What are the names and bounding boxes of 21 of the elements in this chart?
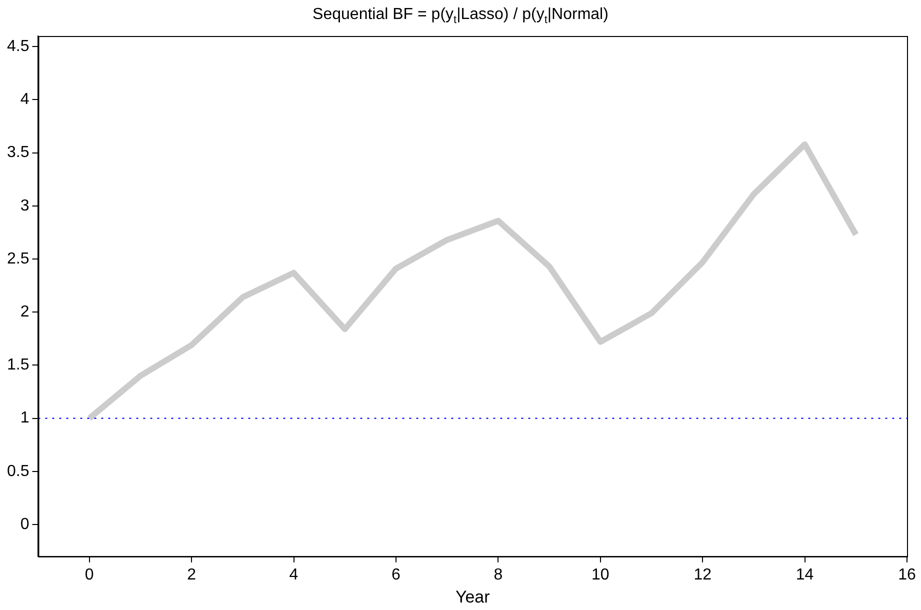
y-tick-label: 2 (20, 304, 30, 321)
x-axis-title: Year (455, 587, 490, 606)
x-tick-label: 2 (187, 566, 196, 584)
y-tick-label: 1.5 (6, 356, 30, 374)
y-tick-label: 0 (20, 516, 30, 533)
y-tick-label: 2.5 (6, 250, 30, 268)
x-tick-label: 12 (694, 566, 712, 584)
y-tick-label: 0.5 (6, 462, 30, 480)
y-tick-label: 1 (20, 410, 30, 427)
y-tick-label: 3.5 (6, 144, 30, 162)
x-tick-label: 8 (494, 566, 503, 584)
y-tick-label: 4.5 (6, 38, 30, 56)
x-tick-label: 16 (898, 566, 916, 584)
x-tick-label: 10 (591, 566, 610, 584)
x-tick-label: 6 (392, 566, 401, 584)
y-tick-label: 4 (20, 91, 30, 108)
x-tick-label: 4 (289, 566, 298, 584)
x-tick-label: 14 (796, 566, 814, 584)
x-tick-label: 0 (84, 566, 94, 584)
chart-title: Sequential BF = p(y$_{t}$|Lasso) / p(y$_{t}$|Normal) (312, 6, 610, 26)
y-tick-label: 3 (20, 197, 30, 214)
